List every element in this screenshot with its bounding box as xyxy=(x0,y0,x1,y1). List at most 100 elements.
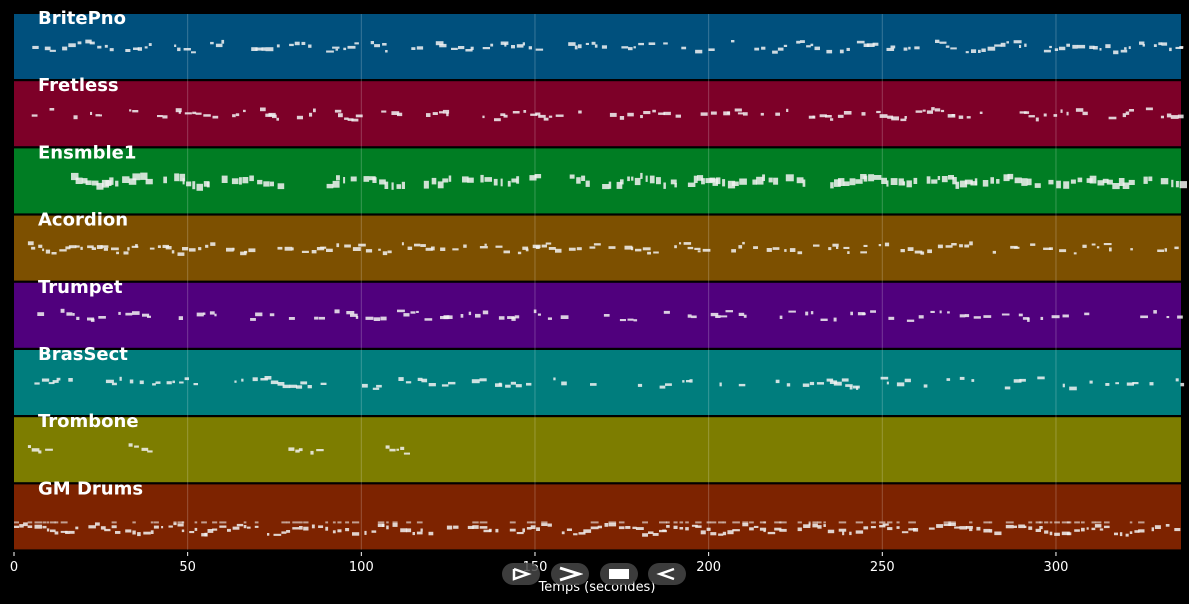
note-mark xyxy=(141,447,149,451)
note-mark xyxy=(1119,532,1123,537)
note-mark xyxy=(743,314,747,318)
note-mark xyxy=(861,112,866,116)
note-mark xyxy=(525,248,529,252)
rewind-button[interactable] xyxy=(648,563,686,585)
note-mark xyxy=(27,241,34,246)
note-mark xyxy=(738,245,743,249)
note-mark xyxy=(182,247,189,251)
note-mark xyxy=(416,46,424,50)
note-mark xyxy=(1089,175,1097,184)
note-mark xyxy=(509,521,516,524)
note-mark xyxy=(346,311,355,315)
note-mark xyxy=(400,446,405,450)
note-mark xyxy=(838,521,847,524)
note-mark xyxy=(1096,246,1100,249)
note-mark xyxy=(192,111,197,115)
note-mark xyxy=(479,521,488,524)
note-mark xyxy=(702,248,711,252)
note-mark xyxy=(288,317,295,320)
note-mark xyxy=(446,525,453,530)
note-mark xyxy=(526,382,532,386)
note-mark xyxy=(482,47,490,50)
note-mark xyxy=(1128,109,1134,112)
note-mark xyxy=(779,315,783,319)
note-mark xyxy=(14,525,19,528)
note-mark xyxy=(618,526,625,530)
note-mark xyxy=(1019,44,1022,48)
x-tick-label: 0 xyxy=(10,560,18,575)
note-mark xyxy=(789,248,796,252)
note-mark xyxy=(177,523,184,527)
note-mark xyxy=(240,251,247,256)
note-mark xyxy=(1018,524,1025,529)
note-mark xyxy=(1043,49,1051,53)
note-mark xyxy=(805,311,809,316)
note-mark xyxy=(96,182,104,190)
note-mark xyxy=(68,43,76,48)
note-mark xyxy=(337,521,342,524)
note-mark xyxy=(347,45,356,49)
fast-forward-icon xyxy=(559,566,583,582)
note-mark xyxy=(1027,317,1030,322)
note-mark xyxy=(1075,108,1084,112)
note-mark xyxy=(38,450,42,454)
play-button[interactable] xyxy=(502,563,540,585)
note-mark xyxy=(345,528,350,532)
note-mark xyxy=(133,47,140,50)
note-mark xyxy=(147,315,151,318)
stop-button[interactable] xyxy=(600,563,638,585)
note-mark xyxy=(292,527,300,530)
note-mark xyxy=(132,530,136,535)
note-mark xyxy=(656,177,661,185)
note-mark xyxy=(254,521,259,524)
note-mark xyxy=(545,242,552,245)
note-mark xyxy=(1175,181,1179,188)
note-mark xyxy=(528,46,532,50)
fast-forward-button[interactable] xyxy=(551,563,589,585)
note-mark xyxy=(500,178,503,187)
note-mark xyxy=(753,525,759,528)
note-mark xyxy=(495,383,503,387)
note-mark xyxy=(1094,524,1102,528)
note-mark xyxy=(416,521,423,524)
note-mark xyxy=(243,525,247,529)
note-mark xyxy=(168,525,173,528)
note-mark xyxy=(299,526,303,530)
note-mark xyxy=(687,246,694,250)
note-mark xyxy=(1091,521,1096,524)
note-mark xyxy=(616,181,623,189)
note-mark xyxy=(526,521,532,524)
note-group xyxy=(32,39,1184,55)
note-mark xyxy=(774,527,782,531)
note-mark xyxy=(80,246,83,250)
note-mark xyxy=(742,523,749,527)
note-mark xyxy=(332,530,336,534)
note-group xyxy=(31,107,1184,122)
note-mark xyxy=(788,310,796,313)
note-mark xyxy=(282,384,291,389)
note-mark xyxy=(1072,44,1078,49)
note-mark xyxy=(951,114,955,117)
note-mark xyxy=(373,317,381,321)
note-mark xyxy=(691,315,697,319)
note-mark xyxy=(697,175,704,181)
note-mark xyxy=(50,529,56,533)
note-mark xyxy=(42,525,47,529)
note-mark xyxy=(251,47,258,51)
note-mark xyxy=(581,175,586,181)
note-mark xyxy=(90,111,93,115)
note-mark xyxy=(772,247,780,250)
note-mark xyxy=(69,530,75,534)
note-mark xyxy=(959,244,963,248)
note-mark xyxy=(354,42,359,45)
note-mark xyxy=(326,248,333,252)
note-mark xyxy=(994,44,1002,47)
note-mark xyxy=(226,247,234,252)
note-mark xyxy=(111,247,119,251)
note-mark xyxy=(705,178,713,184)
note-mark xyxy=(1037,376,1045,380)
note-mark xyxy=(403,313,410,317)
note-mark xyxy=(298,448,303,452)
note-mark xyxy=(129,109,132,112)
note-mark xyxy=(648,531,654,534)
